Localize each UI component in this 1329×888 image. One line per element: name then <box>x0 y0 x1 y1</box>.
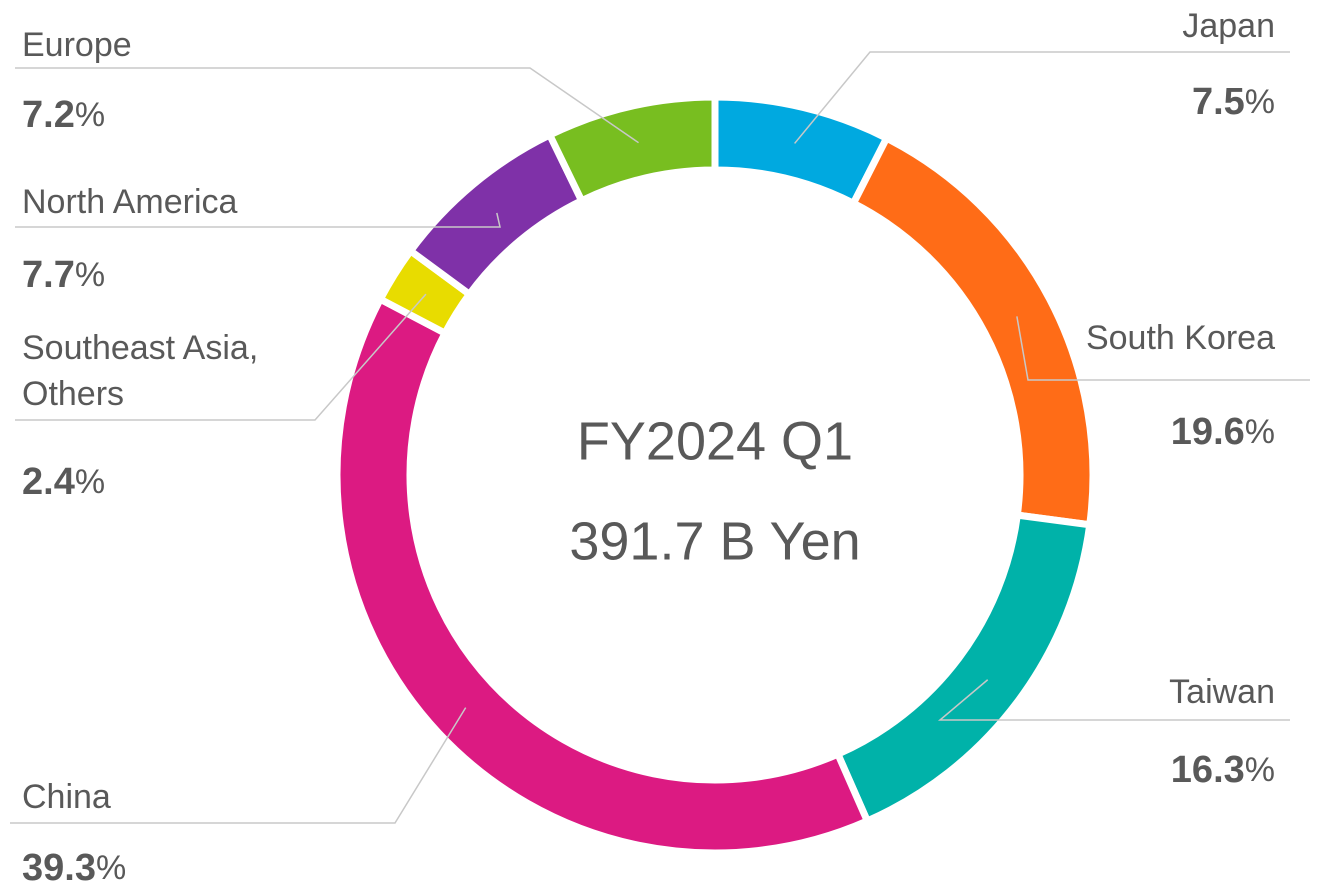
value-number: 16.3 <box>1171 749 1245 791</box>
value-number: 7.5 <box>1192 81 1245 123</box>
value-unit: % <box>1245 83 1275 121</box>
value-unit: % <box>75 463 105 501</box>
category-label: China <box>22 778 111 816</box>
category-label: Taiwan <box>1169 673 1275 711</box>
category-label: South Korea <box>1086 319 1275 357</box>
donut-segment <box>333 294 872 857</box>
donut-segment <box>833 511 1094 826</box>
value-label: 19.6% <box>1171 411 1275 453</box>
donut-segment <box>848 133 1097 529</box>
value-label: 7.2% <box>22 94 105 136</box>
value-number: 19.6 <box>1171 411 1245 453</box>
value-number: 39.3 <box>22 847 96 888</box>
value-unit: % <box>1245 413 1275 451</box>
value-number: 2.4 <box>22 461 75 503</box>
leader-line <box>15 293 427 421</box>
value-unit: % <box>75 256 105 294</box>
label-line: Others <box>22 375 124 413</box>
value-unit: % <box>1245 751 1275 789</box>
leader-line <box>794 51 1290 144</box>
donut-segment <box>545 93 719 206</box>
leader-line <box>1016 316 1310 381</box>
category-label: North America <box>22 183 237 221</box>
value-label: 7.7% <box>22 254 105 296</box>
leader-line <box>10 707 467 824</box>
center-title: FY2024 Q1 <box>577 411 853 471</box>
category-label: Europe <box>22 26 132 64</box>
donut-segment <box>405 130 587 300</box>
value-label: 16.3% <box>1171 749 1275 791</box>
value-label: 39.3% <box>22 847 126 888</box>
value-label: 2.4% <box>22 461 105 503</box>
leader-line <box>937 679 1290 721</box>
leader-line <box>15 67 639 144</box>
value-number: 7.7 <box>22 254 75 296</box>
category-label: Japan <box>1182 7 1275 45</box>
value-label: 7.5% <box>1192 81 1275 123</box>
value-unit: % <box>75 96 105 134</box>
category-label: Southeast Asia, Others <box>22 329 268 413</box>
leader-line <box>15 212 501 228</box>
value-unit: % <box>96 849 126 887</box>
center-total: 391.7 B Yen <box>569 511 860 571</box>
label-line: Southeast Asia, <box>22 329 268 367</box>
value-number: 7.2 <box>22 94 75 136</box>
